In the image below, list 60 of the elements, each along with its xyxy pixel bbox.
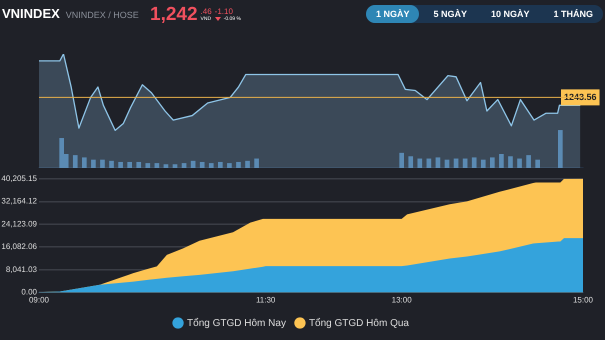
bar xyxy=(82,157,87,168)
text: .46 xyxy=(200,7,212,16)
bar xyxy=(462,158,468,168)
bar xyxy=(444,160,450,168)
y-tick-label: 8,041.03 xyxy=(6,264,38,274)
bar xyxy=(172,164,178,168)
bar xyxy=(508,156,513,168)
bar xyxy=(426,158,432,168)
bar xyxy=(200,162,205,168)
bar xyxy=(472,157,477,168)
bar xyxy=(408,156,414,168)
bar xyxy=(236,162,241,168)
y-tick-label: 24,123.09 xyxy=(1,219,38,228)
bar xyxy=(245,160,250,168)
bar xyxy=(109,160,114,168)
bar xyxy=(218,162,223,168)
bar xyxy=(558,130,563,168)
x-tick-label: 15:00 xyxy=(572,295,594,304)
y-tick-label: 40,205.15 xyxy=(1,174,38,184)
bar xyxy=(164,164,168,168)
bar xyxy=(208,163,214,168)
legend-label: Tổng GTGD Hôm Nay xyxy=(187,316,286,329)
bar xyxy=(72,155,78,168)
y-tick-label: 0.00 xyxy=(21,288,38,297)
bar xyxy=(91,160,96,168)
x-tick-label: 13:00 xyxy=(392,295,412,304)
bar xyxy=(526,155,531,168)
bar xyxy=(417,158,422,168)
text: 10 NGÀY xyxy=(490,8,530,21)
bar xyxy=(454,158,458,168)
legend-label: Tổng GTGD Hôm Qua xyxy=(308,316,410,329)
bar xyxy=(399,152,404,168)
y-tick-label: 16,082.06 xyxy=(1,242,38,252)
bar xyxy=(480,160,486,168)
chart-subtitle: VNINDEX / HOSE xyxy=(66,10,139,20)
bar xyxy=(490,157,495,168)
bar xyxy=(535,160,540,168)
bar xyxy=(118,162,123,168)
text: 1 NGÀY xyxy=(366,5,420,23)
bar xyxy=(227,163,232,168)
text: 5 NGÀY xyxy=(432,8,468,21)
bar xyxy=(254,158,259,168)
bar xyxy=(190,160,196,168)
bar xyxy=(154,163,160,168)
bar xyxy=(499,154,504,168)
text: -1.10 xyxy=(214,7,234,16)
bar xyxy=(436,157,440,168)
bar xyxy=(182,163,186,168)
bar xyxy=(136,162,142,168)
x-tick-label: 09:00 xyxy=(28,295,50,304)
annotation: 1243.56 xyxy=(564,92,597,102)
bar xyxy=(127,162,132,168)
y-tick-label: 32,164.12 xyxy=(1,196,38,206)
bar xyxy=(517,158,522,168)
chart-title: VNINDEX xyxy=(2,6,60,21)
x-tick-label: 11:30 xyxy=(256,295,276,304)
text: 1 THÁNG xyxy=(552,8,594,21)
bar xyxy=(145,163,150,168)
bar xyxy=(100,160,105,168)
text: 1,242 xyxy=(150,4,198,26)
